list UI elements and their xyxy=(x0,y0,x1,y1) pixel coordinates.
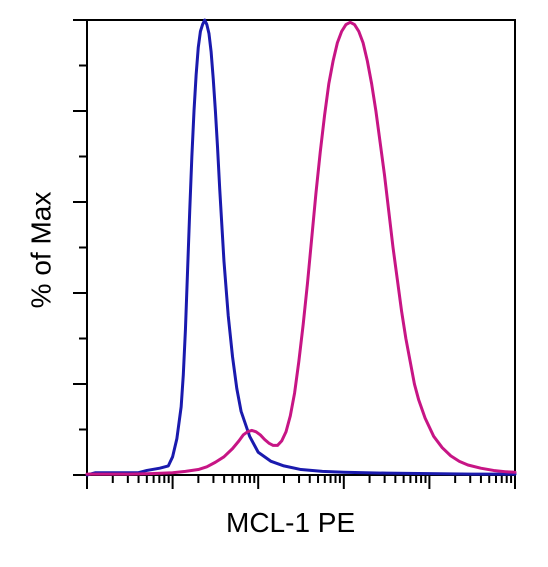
y-axis-label: % of Max xyxy=(25,191,57,308)
flow-histogram-chart: % of Max MCL-1 PE xyxy=(0,0,548,567)
chart-svg xyxy=(0,0,548,567)
x-axis-label: MCL-1 PE xyxy=(226,507,355,539)
